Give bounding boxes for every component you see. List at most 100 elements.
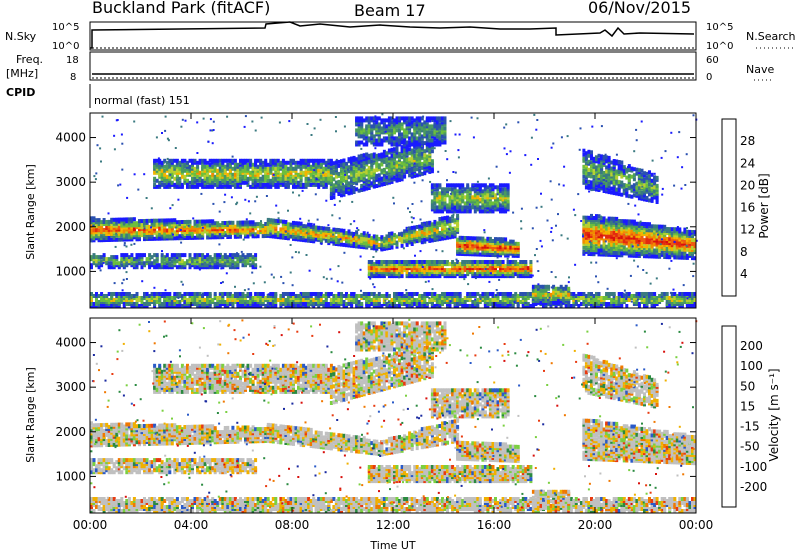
echo-cell	[499, 187, 502, 191]
echo-cell	[499, 260, 502, 264]
echo-cell	[206, 257, 209, 261]
echo-cell	[103, 218, 106, 222]
echo-cell	[206, 292, 209, 296]
echo-cell	[418, 163, 421, 167]
echo-cell	[388, 238, 391, 242]
echo-cell	[418, 260, 421, 264]
echo-cell	[408, 157, 411, 161]
echo-cell	[648, 292, 651, 296]
echo-cell	[469, 292, 472, 296]
echo-cell	[378, 260, 381, 264]
echo-cell	[183, 163, 186, 167]
echo-cell	[236, 177, 239, 181]
echo-cell	[428, 266, 431, 270]
echo-cell	[378, 163, 381, 167]
echo-cell	[274, 292, 277, 296]
date-label: 06/Nov/2015	[588, 0, 691, 17]
echo-cell	[173, 159, 176, 163]
echo-cell	[257, 165, 260, 169]
echo-cell	[529, 292, 532, 296]
power-ylabel: Slant Range [km]	[24, 164, 37, 260]
echo-cell	[449, 183, 452, 187]
echo-cell	[489, 201, 492, 205]
echo-cell	[125, 292, 128, 296]
echo-cell	[216, 169, 219, 173]
echo-cell	[337, 172, 340, 176]
echo-cell	[163, 183, 166, 187]
echo-cell	[398, 268, 401, 272]
echo-cell	[459, 183, 462, 187]
echo-cell	[226, 298, 229, 302]
echo-cell	[226, 173, 229, 177]
echo-cell	[236, 221, 239, 225]
echo-cell	[398, 132, 401, 136]
echo-cell	[388, 232, 391, 236]
echo-cell	[297, 161, 300, 165]
echo-cell	[337, 160, 340, 164]
echo-cell	[456, 222, 459, 226]
echo-cell	[194, 292, 197, 296]
echo-cell	[418, 294, 421, 298]
echo-cell	[206, 223, 209, 227]
echo-cell	[428, 162, 431, 166]
echo-cell	[489, 193, 492, 197]
echo-cell	[449, 231, 452, 235]
echo-cell	[638, 292, 641, 296]
echo-cell	[509, 292, 512, 296]
echo-cell	[368, 174, 371, 178]
echo-cell	[153, 259, 156, 263]
radar-figure: Buckland Park (fitACF) Beam 17 06/Nov/20…	[0, 0, 800, 554]
echo-cell	[103, 298, 106, 302]
echo-cell	[431, 167, 434, 171]
echo-cell	[173, 218, 176, 222]
echo-cell	[173, 302, 176, 306]
echo-cell	[130, 253, 133, 257]
echo-cell	[125, 257, 128, 261]
echo-cell	[236, 173, 239, 177]
echo-cell	[388, 157, 391, 161]
echo-cell	[183, 292, 186, 296]
echo-cell	[153, 237, 156, 241]
echo-cell	[125, 217, 128, 221]
echo-cell	[183, 261, 186, 265]
echo-cell	[209, 292, 212, 296]
echo-cell	[499, 207, 502, 211]
echo-cell	[133, 221, 136, 225]
echo-cell	[499, 237, 502, 241]
echo-cell	[469, 304, 472, 308]
echo-cell	[403, 175, 406, 179]
echo-cell	[113, 298, 116, 302]
echo-cell	[95, 298, 98, 302]
echo-cell	[408, 147, 411, 151]
echo-cell	[317, 226, 320, 230]
echo-cell	[620, 304, 623, 308]
echo-cell	[507, 242, 510, 246]
nsearch-label: N.Search	[746, 30, 796, 43]
echo-cell	[438, 294, 441, 298]
echo-cell	[153, 159, 156, 163]
echo-cell	[507, 199, 510, 203]
nsky-label: N.Sky	[5, 30, 37, 43]
echo-cell	[489, 237, 492, 241]
echo-cell	[358, 141, 361, 145]
echo-cell	[418, 169, 421, 173]
echo-cell	[378, 292, 381, 296]
echo-cell	[391, 246, 394, 250]
echo-cell	[125, 234, 128, 238]
echo-cell	[257, 183, 260, 187]
echo-cell	[307, 159, 310, 163]
echo-cell	[216, 302, 219, 306]
echo-cell	[327, 302, 330, 306]
echo-cell	[608, 302, 611, 306]
echo-cell	[438, 260, 441, 264]
echo-cell	[348, 294, 351, 298]
echo-cell	[368, 166, 371, 170]
echo-cell	[216, 296, 219, 300]
echo-cell	[257, 159, 260, 163]
echo-cell	[226, 259, 229, 263]
echo-cell	[489, 183, 492, 187]
echo-cell	[499, 193, 502, 197]
echo-cell	[587, 302, 590, 306]
echo-cell	[408, 236, 411, 240]
echo-cell	[277, 159, 280, 163]
